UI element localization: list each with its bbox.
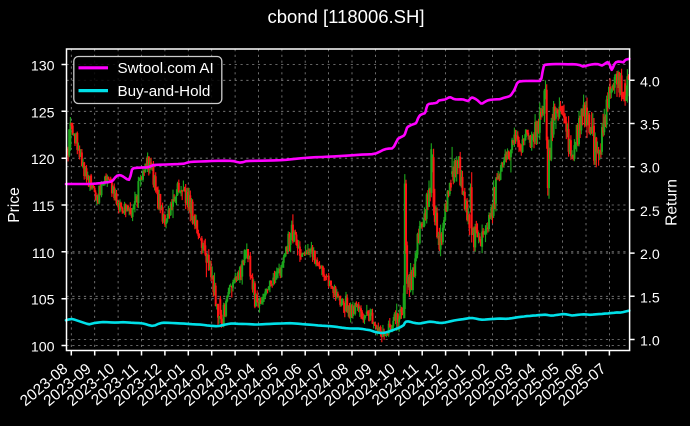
svg-text:1.5: 1.5 (640, 290, 660, 306)
svg-text:2.0: 2.0 (640, 247, 660, 263)
svg-text:4.0: 4.0 (640, 74, 660, 90)
svg-text:Swtool.com AI: Swtool.com AI (118, 60, 214, 77)
svg-text:cbond [118006.SH]: cbond [118006.SH] (267, 6, 424, 27)
svg-text:105: 105 (31, 293, 55, 309)
svg-text:100: 100 (31, 340, 55, 356)
svg-text:Price: Price (6, 187, 23, 223)
svg-text:120: 120 (31, 152, 55, 168)
svg-text:3.5: 3.5 (640, 118, 660, 134)
svg-text:125: 125 (31, 105, 55, 121)
svg-text:Buy-and-Hold: Buy-and-Hold (118, 83, 211, 100)
svg-text:3.0: 3.0 (640, 161, 660, 177)
svg-text:115: 115 (32, 199, 55, 215)
svg-text:2.5: 2.5 (640, 204, 660, 220)
svg-text:130: 130 (31, 59, 55, 75)
svg-text:110: 110 (32, 246, 55, 262)
svg-text:Return: Return (664, 179, 681, 226)
svg-text:1.0: 1.0 (640, 334, 660, 350)
